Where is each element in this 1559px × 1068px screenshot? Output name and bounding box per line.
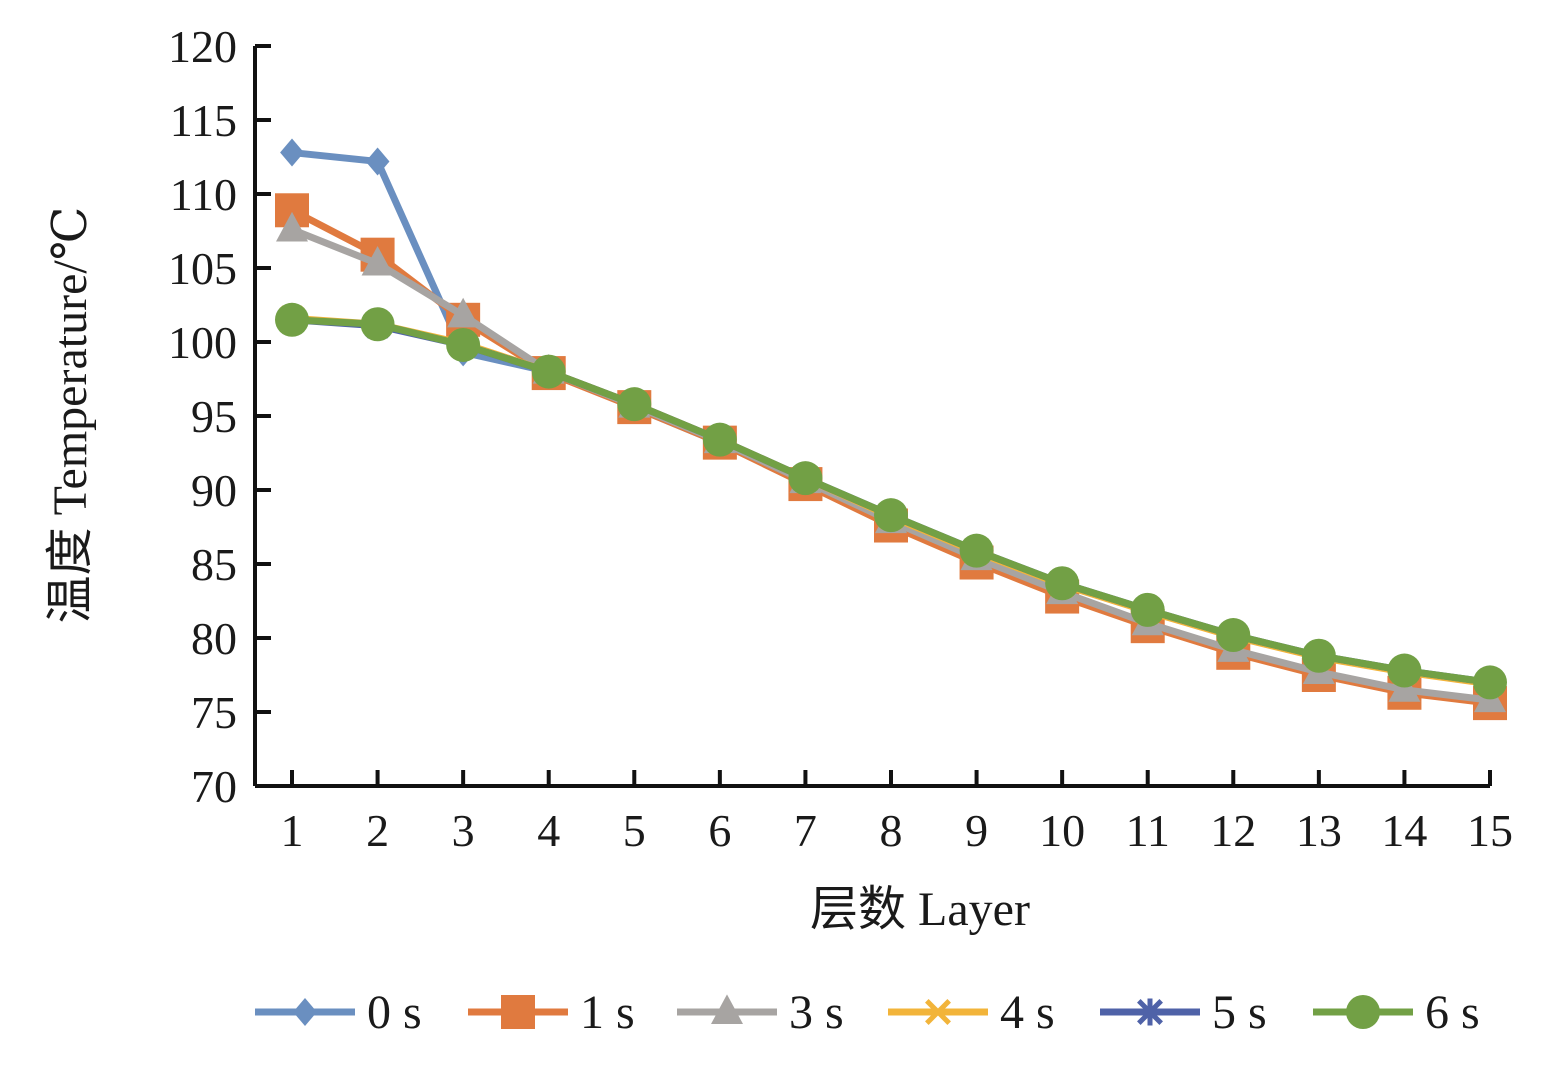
x-tick-label: 5 — [623, 805, 646, 856]
series-line — [290, 207, 1491, 707]
data-point — [1473, 665, 1507, 700]
y-axis-title: 温度 Temperature/℃ — [44, 207, 97, 624]
legend-label: 5 s — [1212, 986, 1267, 1039]
y-tick-label: 70 — [191, 761, 237, 812]
data-point — [702, 422, 737, 457]
legend-marker — [1346, 995, 1380, 1029]
series-6s — [275, 302, 1507, 700]
data-point — [617, 387, 652, 422]
legend-label: 4 s — [1000, 986, 1055, 1039]
series-line — [290, 226, 1491, 704]
data-point — [361, 245, 394, 276]
legend-item: 1 s — [468, 986, 635, 1039]
data-point — [447, 297, 480, 328]
legend-label: 3 s — [789, 986, 844, 1039]
x-tick-label: 10 — [1039, 805, 1085, 856]
data-point — [1045, 566, 1080, 601]
y-tick-label: 80 — [191, 613, 237, 664]
series-0s — [280, 138, 1502, 716]
legend-label: 1 s — [580, 986, 635, 1039]
y-tick-label: 95 — [191, 391, 237, 442]
x-tick-label: 13 — [1296, 805, 1342, 856]
y-tick-label: 115 — [170, 95, 237, 146]
legend-marker — [1137, 998, 1163, 1026]
x-tick-label: 8 — [880, 805, 903, 856]
data-point — [365, 147, 390, 176]
data-point — [1130, 592, 1165, 627]
data-point — [959, 533, 994, 568]
x-tick-label: 3 — [452, 805, 475, 856]
legend-marker — [501, 995, 535, 1029]
x-tick-label: 12 — [1210, 805, 1256, 856]
legend-label: 0 s — [367, 986, 422, 1039]
legend: 0 s 1 s 3 s 4 s 5 s 6 s — [255, 986, 1480, 1039]
data-point — [280, 138, 304, 167]
data-point — [788, 461, 823, 496]
legend-item: 3 s — [677, 986, 844, 1039]
x-tick-label: 7 — [794, 805, 817, 856]
x-tick-label: 2 — [366, 805, 389, 856]
y-tick-label: 90 — [191, 465, 237, 516]
y-tick-label: 100 — [168, 317, 237, 368]
y-tick-label: 120 — [168, 21, 237, 72]
y-tick-label: 85 — [191, 539, 237, 590]
x-tick-label: 14 — [1381, 805, 1427, 856]
data-point — [1216, 618, 1251, 653]
data-point — [446, 327, 481, 362]
data-point — [276, 211, 308, 242]
x-tick-label: 9 — [965, 805, 988, 856]
x-tick-label: 1 — [281, 805, 304, 856]
data-point — [360, 307, 395, 342]
series-3s — [276, 211, 1506, 713]
data-point — [874, 498, 908, 533]
x-tick-label: 4 — [537, 805, 560, 856]
y-tick-label: 105 — [168, 243, 237, 294]
y-tick-label: 75 — [191, 687, 237, 738]
x-axis-title: 层数 Layer — [810, 883, 1030, 936]
data-point — [1301, 638, 1336, 673]
y-axis-ticks: 70 75 80 85 90 95 100 105 110 115 120 — [168, 21, 271, 812]
legend-marker — [925, 999, 951, 1025]
data-point — [1387, 653, 1422, 688]
legend-label: 6 s — [1425, 986, 1480, 1039]
data-point — [275, 302, 309, 337]
series-line — [291, 149, 1491, 706]
legend-item: 0 s — [255, 986, 422, 1039]
x-axis-ticks: 1 2 3 4 5 6 7 8 9 10 11 12 13 14 15 — [281, 770, 1513, 856]
x-tick-label: 6 — [708, 805, 731, 856]
y-tick-label: 110 — [170, 169, 237, 220]
legend-marker — [293, 998, 317, 1026]
legend-item: 6 s — [1313, 986, 1480, 1039]
x-tick-label: 15 — [1467, 805, 1513, 856]
x-tick-label: 11 — [1126, 805, 1170, 856]
legend-marker — [711, 994, 743, 1024]
legend-item: 5 s — [1100, 986, 1267, 1039]
series-layer — [275, 138, 1507, 721]
legend-item: 4 s — [888, 986, 1055, 1039]
data-point — [531, 354, 566, 389]
